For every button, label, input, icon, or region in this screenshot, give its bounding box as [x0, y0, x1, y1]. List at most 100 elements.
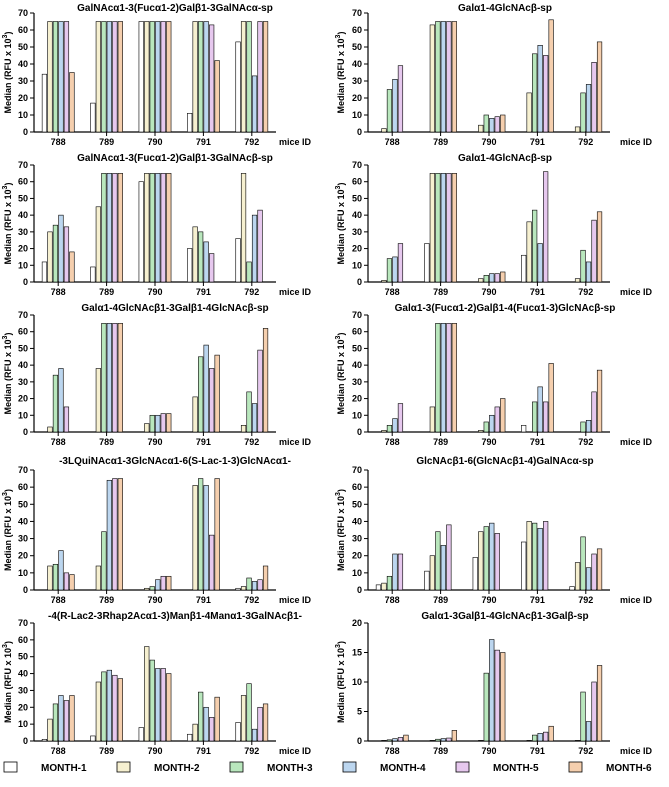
y-tick-label: 0 — [357, 736, 362, 746]
x-tick-label: 789 — [433, 437, 448, 447]
bar-month-2-790 — [144, 587, 150, 591]
chart-title: GalNAcα1-3(Fucα1-2)Galβ1-3GalNAcα-sp — [77, 3, 273, 14]
bar-month-5-790 — [494, 116, 500, 133]
y-tick-label: 20 — [352, 618, 362, 628]
bar-month-4-789 — [106, 669, 112, 742]
y-axis-label: Median (RFU x 103) — [2, 333, 13, 415]
y-tick-label: 0 — [23, 736, 28, 746]
legend-label: MONTH-2 — [154, 763, 200, 774]
bar-month-5-791 — [543, 731, 549, 742]
y-tick-label: 30 — [352, 377, 362, 387]
y-tick-label: 60 — [352, 177, 362, 187]
y-tick-label: 40 — [18, 360, 28, 370]
chart-2: Galα1-4GlcNAcβ-sp Median (RFU x 103) 0 10 20… — [335, 3, 653, 147]
x-axis-label: mice ID — [620, 595, 653, 605]
chart-3: GalNAcα1-3(Fucα1-2)Galβ1-3GalNAcβ-sp Medi… — [2, 153, 312, 297]
x-axis-label: mice ID — [279, 437, 312, 447]
y-tick-label: 20 — [18, 551, 28, 561]
bar-month-4-792 — [251, 75, 258, 133]
bar-month-2-792 — [240, 586, 247, 591]
bar-month-2-789 — [429, 555, 435, 591]
bar-month-1-791 — [187, 113, 193, 133]
y-axis-label: Median (RFU x 103) — [335, 489, 346, 571]
legend: MONTH-1 MONTH-2 MONTH-3 MONTH-4 MONTH-5 MONTH… — [3, 761, 652, 774]
bar-month-3-791 — [198, 231, 204, 283]
x-tick-label: 792 — [244, 287, 259, 297]
x-tick-label: 792 — [244, 437, 259, 447]
bar-month-6-789 — [117, 678, 123, 742]
bar-month-2-789 — [95, 368, 101, 433]
bar-month-3-791 — [198, 691, 204, 742]
y-tick-label: 70 — [352, 310, 362, 320]
y-tick-label: 40 — [18, 59, 28, 69]
bar-month-5-792 — [591, 553, 597, 591]
bar-month-4-790 — [489, 273, 495, 283]
y-tick-label: 20 — [352, 93, 362, 103]
bar-month-5-788 — [397, 65, 404, 133]
chart-5: Galα1-4GlcNAcβ1-3Galβ1-4GlcNAcβ-sp Median… — [2, 303, 312, 447]
bar-month-4-792 — [585, 261, 592, 283]
legend-label: MONTH-1 — [41, 763, 87, 774]
y-tick-label: 70 — [18, 160, 28, 170]
bar-month-5-791 — [543, 401, 549, 433]
chart-7: -3LQuiNAcα1-3GlcNAcα1-6(S-Lac-1-3)GlcNAc… — [2, 456, 312, 605]
bar-month-2-792 — [574, 278, 581, 283]
x-tick-label: 790 — [481, 437, 496, 447]
x-tick-label: 791 — [530, 287, 545, 297]
legend-swatch — [116, 761, 131, 773]
y-tick-label: 0 — [357, 277, 362, 287]
bar-month-5-791 — [209, 534, 215, 591]
y-tick-label: 30 — [352, 76, 362, 86]
bar-month-5-788 — [63, 21, 70, 133]
bar-month-6-791 — [214, 696, 220, 742]
bar-month-4-792 — [585, 84, 592, 133]
bar-month-4-790 — [489, 414, 495, 433]
bar-month-5-788 — [63, 406, 70, 433]
bar-month-3-792 — [246, 261, 252, 283]
bar-month-5-790 — [160, 173, 166, 283]
bar-month-2-790 — [478, 740, 484, 742]
bar-month-6-792 — [596, 548, 603, 591]
bar-month-4-788 — [392, 553, 398, 591]
x-tick-label: 791 — [196, 437, 211, 447]
bar-month-4-789 — [440, 21, 446, 133]
bar-month-1-792 — [235, 238, 241, 283]
x-tick-label: 789 — [99, 137, 114, 147]
bar-month-5-792 — [591, 61, 597, 133]
x-tick-label: 791 — [196, 595, 211, 605]
bar-month-2-791 — [192, 485, 198, 591]
bar-month-5-790 — [160, 575, 166, 591]
bar-month-5-789 — [112, 21, 118, 133]
bar-month-2-788 — [381, 128, 387, 133]
bar-month-3-792 — [246, 391, 252, 433]
bar-month-6-789 — [117, 173, 123, 283]
bar-month-3-789 — [101, 531, 107, 591]
bar-month-6-789 — [451, 323, 457, 433]
y-axis-label: Median (RFU x 103) — [335, 183, 346, 265]
y-tick-label: 5 — [357, 707, 362, 717]
bar-month-2-788 — [47, 565, 53, 591]
bar-month-1-790 — [138, 181, 144, 283]
bar-month-5-788 — [397, 737, 404, 742]
y-tick-label: 40 — [352, 59, 362, 69]
bar-month-5-789 — [446, 323, 452, 433]
x-tick-label: 792 — [578, 137, 593, 147]
bar-month-6-791 — [548, 363, 554, 433]
legend-item-month-3: MONTH-3 — [229, 761, 313, 774]
y-axis-label: Median (RFU x 103) — [335, 641, 346, 723]
bar-month-1-791 — [521, 425, 527, 433]
legend-item-month-1: MONTH-1 — [3, 761, 87, 774]
bar-month-4-788 — [58, 695, 64, 742]
chart-title: Galα1-4GlcNAcβ-sp — [458, 3, 552, 14]
bar-month-4-788 — [58, 550, 64, 591]
bar-month-4-792 — [251, 728, 258, 742]
legend-item-month-6: MONTH-6 — [568, 761, 652, 774]
bar-month-6-792 — [596, 41, 603, 133]
y-axis-label: Median (RFU x 103) — [2, 641, 13, 723]
chart-1: GalNAcα1-3(Fucα1-2)Galβ1-3GalNAcα-sp Medi… — [2, 3, 312, 147]
y-tick-label: 10 — [18, 568, 28, 578]
bar-month-6-788 — [403, 734, 409, 742]
bar-month-2-790 — [144, 423, 150, 433]
y-tick-label: 30 — [18, 227, 28, 237]
